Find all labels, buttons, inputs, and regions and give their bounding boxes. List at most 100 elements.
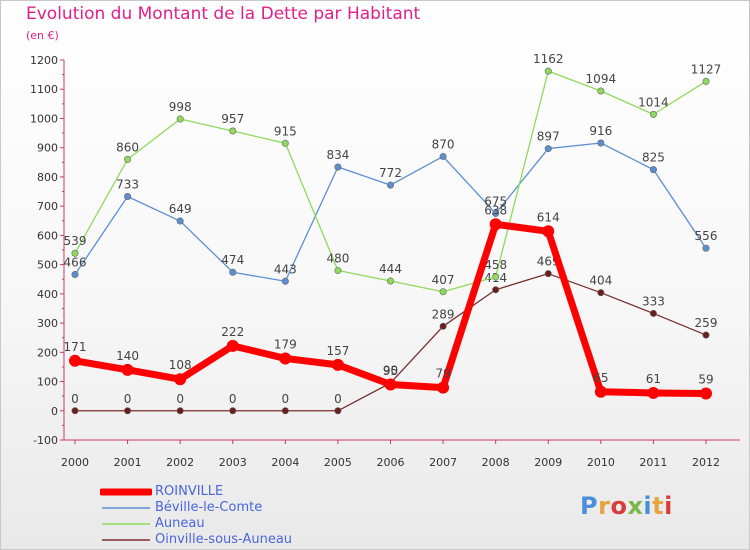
x-tick-label: 2008 <box>482 456 510 469</box>
data-point <box>174 373 187 386</box>
y-tick-label: -100 <box>33 434 58 447</box>
data-label: 772 <box>379 166 402 180</box>
x-tick-label: 2007 <box>429 456 457 469</box>
data-label: 915 <box>274 124 297 138</box>
data-label: 474 <box>221 253 244 267</box>
data-point <box>649 110 657 118</box>
data-label: 443 <box>274 262 297 276</box>
data-point <box>439 322 447 330</box>
data-point <box>69 354 81 367</box>
x-tick-label: 2011 <box>639 456 667 469</box>
data-label: 1162 <box>533 52 564 66</box>
chart-unit: (en €) <box>26 29 59 42</box>
data-label: 65 <box>593 371 608 385</box>
chart-title: Evolution du Montant de la Dette par Hab… <box>26 4 421 24</box>
data-label: 95 <box>383 364 398 378</box>
legend-swatch-oinville <box>102 539 150 541</box>
data-label: 957 <box>221 112 244 126</box>
data-label: 140 <box>116 349 139 363</box>
data-label: 61 <box>646 372 661 386</box>
data-point <box>700 387 712 400</box>
data-point <box>124 193 132 201</box>
data-point <box>229 127 237 135</box>
data-label: 404 <box>589 274 612 288</box>
data-label: 1127 <box>691 62 722 76</box>
data-point <box>542 225 555 238</box>
x-tick-label: 2000 <box>61 456 89 469</box>
data-point <box>71 249 79 257</box>
logo-letter: P <box>580 492 599 520</box>
data-point <box>702 244 710 252</box>
logo-letter: i <box>643 492 653 520</box>
data-label: 444 <box>379 262 402 276</box>
y-tick-label: 1000 <box>30 112 58 125</box>
x-tick-label: 2012 <box>692 456 720 469</box>
legend-label: Béville-le-Comte <box>155 500 263 515</box>
data-point <box>544 270 552 278</box>
proxiti-logo: Proxiti <box>580 492 673 520</box>
logo-letter: t <box>652 492 665 520</box>
data-point <box>331 358 344 371</box>
data-label: 90 <box>383 363 398 377</box>
data-point <box>702 77 710 85</box>
logo-letter: x <box>627 492 644 520</box>
data-point <box>71 407 79 415</box>
data-label: 834 <box>326 148 349 162</box>
data-point <box>492 209 500 217</box>
logo-letter: r <box>598 492 611 520</box>
data-point <box>124 407 132 415</box>
data-point <box>386 277 394 285</box>
y-tick-label: 500 <box>37 259 58 272</box>
data-point <box>176 217 184 225</box>
data-point <box>594 385 607 398</box>
data-label: 998 <box>169 100 192 114</box>
data-point <box>492 273 500 281</box>
x-tick-label: 2005 <box>324 456 352 469</box>
y-tick-label: 0 <box>51 405 58 418</box>
y-tick-label: 100 <box>37 376 58 389</box>
data-label: 333 <box>642 294 665 308</box>
legend-label: Oinville-sous-Auneau <box>155 532 293 547</box>
data-point <box>439 152 447 160</box>
data-label: 0 <box>334 392 342 406</box>
data-point <box>124 155 132 163</box>
data-point <box>176 407 184 415</box>
data-label: 289 <box>432 307 455 321</box>
data-point <box>386 181 394 189</box>
data-point <box>334 407 342 415</box>
data-label: 59 <box>698 373 713 387</box>
data-label: 179 <box>274 337 297 351</box>
data-point <box>281 277 289 285</box>
y-tick-label: 800 <box>37 171 58 184</box>
y-tick-label: 900 <box>37 142 58 155</box>
data-label: 407 <box>432 273 455 287</box>
x-tick-label: 2004 <box>271 456 299 469</box>
data-point <box>384 378 397 391</box>
data-label: 916 <box>589 124 612 138</box>
legend-label: Auneau <box>155 516 205 531</box>
data-label: 870 <box>432 137 455 151</box>
data-label: 860 <box>116 140 139 154</box>
data-point <box>439 288 447 296</box>
data-label: 675 <box>484 194 507 208</box>
data-point <box>334 266 342 274</box>
data-label: 466 <box>64 256 87 270</box>
x-tick-label: 2006 <box>377 456 405 469</box>
data-point <box>226 339 239 352</box>
data-point <box>229 407 237 415</box>
data-label: 0 <box>282 392 290 406</box>
data-point <box>649 309 657 317</box>
legend-swatch-beville <box>102 507 150 509</box>
data-label: 825 <box>642 151 665 165</box>
x-tick-label: 2010 <box>587 456 615 469</box>
data-label: 649 <box>169 202 192 216</box>
x-tick-label: 2009 <box>534 456 562 469</box>
y-tick-label: 1200 <box>30 54 58 67</box>
data-point <box>176 115 184 123</box>
data-point <box>544 145 552 153</box>
data-label: 539 <box>64 234 87 248</box>
data-point <box>71 271 79 279</box>
data-point <box>489 218 502 231</box>
